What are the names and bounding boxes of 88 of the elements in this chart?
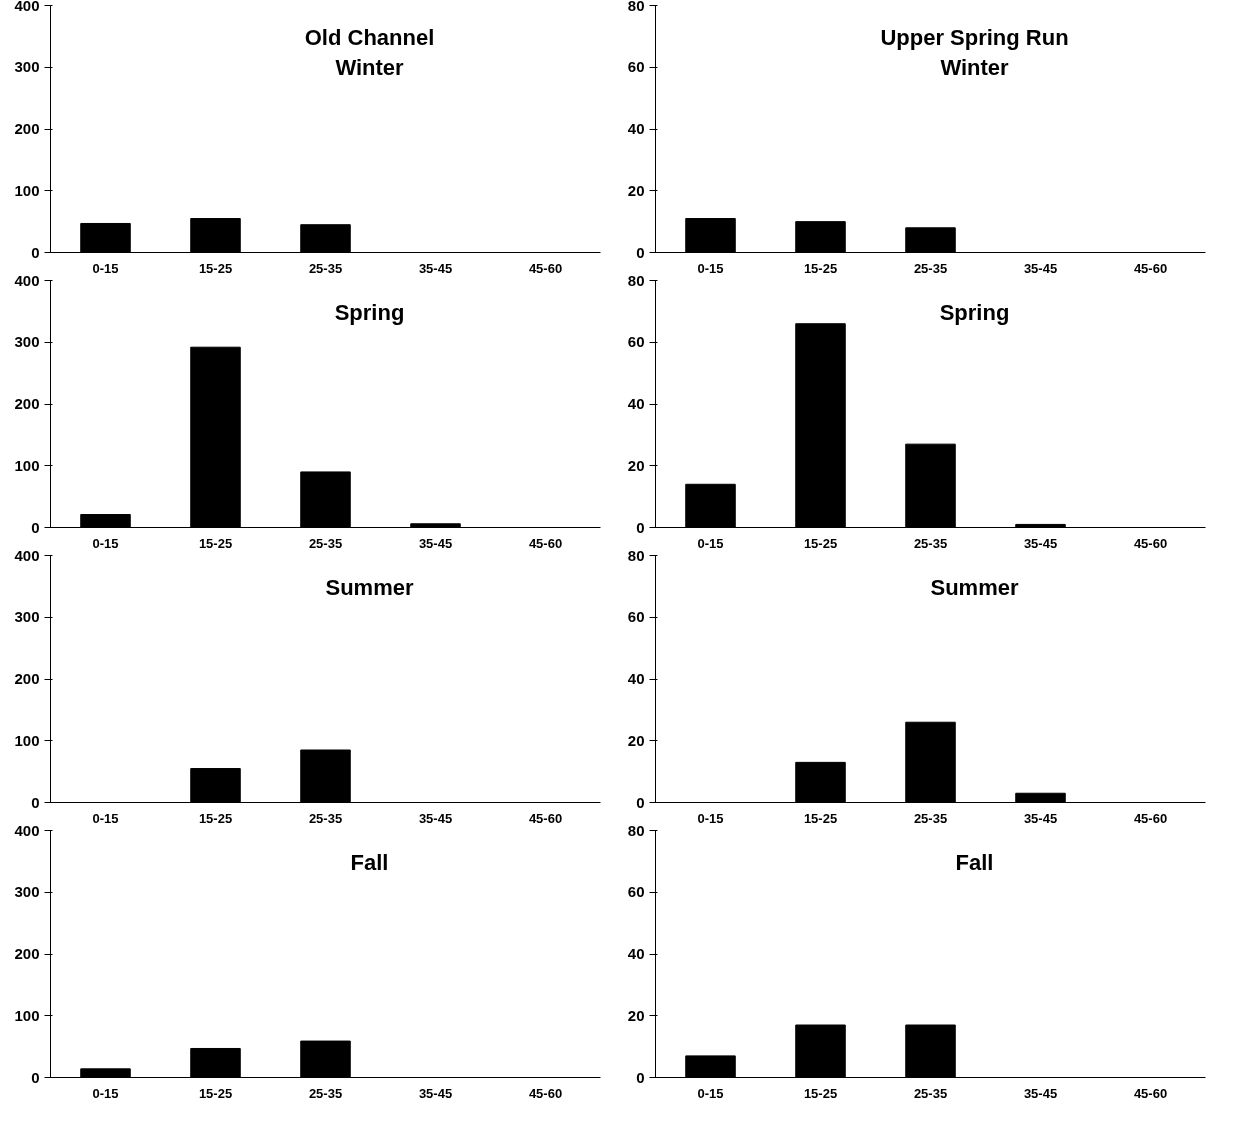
y-tick-label: 0	[31, 518, 40, 536]
y-tick-label: 80	[627, 821, 645, 839]
text: Summer	[930, 575, 1019, 601]
y-tick-label: 80	[627, 0, 645, 14]
x-tick-label: 45-60	[528, 535, 563, 551]
y-tick-label: 80	[627, 271, 645, 289]
y-tick-label: 400	[14, 0, 40, 14]
y-tick-label: 40	[627, 670, 645, 687]
y-tick-label: 100	[14, 181, 40, 199]
x-tick-label: 35-45	[418, 260, 453, 276]
y-tick-label: 40	[627, 395, 645, 412]
text: Upper Spring Run Winter	[880, 25, 1069, 81]
x-tick-label: 35-45	[418, 810, 453, 826]
y-tick-label: 400	[14, 821, 40, 839]
y-tick-label: 300	[14, 58, 40, 76]
y-tick-label: 300	[14, 608, 40, 626]
x-tick-label: 45-60	[1133, 535, 1168, 551]
y-tick-label: 100	[14, 731, 40, 749]
x-tick-label: 0-15	[92, 810, 119, 826]
x-tick-label: 45-60	[528, 810, 563, 826]
x-tick-label: 25-35	[913, 1085, 948, 1101]
x-tick-label: 25-35	[913, 810, 948, 826]
y-tick-label: 40	[627, 120, 645, 137]
x-tick-label: 35-45	[1023, 810, 1058, 826]
y-tick-label: 0	[31, 793, 40, 811]
x-tick-label: 15-25	[198, 810, 233, 826]
y-tick-label: 20	[627, 1006, 645, 1024]
y-tick-label: 60	[627, 333, 645, 351]
y-tick-label: 60	[627, 883, 645, 901]
y-tick-label: 80	[627, 546, 645, 564]
y-tick-label: 40	[627, 945, 645, 962]
text: Fall	[955, 850, 994, 876]
y-tick-label: 400	[14, 546, 40, 564]
x-tick-label: 0-15	[92, 260, 119, 276]
y-tick-label: 0	[31, 243, 40, 261]
x-tick-label: 0-15	[92, 1085, 119, 1101]
x-tick-label: 25-35	[913, 260, 948, 276]
text: Summer	[325, 575, 414, 601]
x-tick-label: 35-45	[418, 535, 453, 551]
y-tick-label: 60	[627, 608, 645, 626]
y-tick-label: 200	[14, 120, 40, 137]
y-tick-label: 100	[14, 456, 40, 474]
text: Spring	[939, 300, 1010, 326]
y-tick-label: 0	[636, 793, 645, 811]
y-tick-label: 0	[636, 518, 645, 536]
x-tick-label: 35-45	[1023, 260, 1058, 276]
y-tick-label: 200	[14, 395, 40, 412]
x-tick-label: 15-25	[803, 260, 838, 276]
y-tick-label: 300	[14, 333, 40, 351]
text: Spring	[334, 300, 405, 326]
x-tick-label: 45-60	[1133, 260, 1168, 276]
y-tick-label: 60	[627, 58, 645, 76]
x-tick-label: 35-45	[1023, 535, 1058, 551]
x-tick-label: 0-15	[92, 535, 119, 551]
x-tick-label: 15-25	[803, 810, 838, 826]
x-tick-label: 45-60	[528, 260, 563, 276]
x-tick-label: 25-35	[308, 535, 343, 551]
x-tick-label: 45-60	[528, 1085, 563, 1101]
x-tick-label: 25-35	[308, 810, 343, 826]
y-tick-label: 200	[14, 670, 40, 687]
x-tick-label: 15-25	[803, 1085, 838, 1101]
y-tick-label: 400	[14, 271, 40, 289]
y-tick-label: 300	[14, 883, 40, 901]
x-tick-label: 35-45	[418, 1085, 453, 1101]
x-tick-label: 45-60	[1133, 1085, 1168, 1101]
y-tick-label: 0	[636, 243, 645, 261]
y-tick-label: 20	[627, 181, 645, 199]
y-tick-label: 200	[14, 945, 40, 962]
text: Fall	[350, 850, 389, 876]
x-tick-label: 25-35	[308, 260, 343, 276]
x-tick-label: 15-25	[198, 260, 233, 276]
x-tick-label: 45-60	[1133, 810, 1168, 826]
x-tick-label: 15-25	[198, 535, 233, 551]
text: Old Channel Winter	[304, 25, 435, 81]
y-tick-label: 20	[627, 731, 645, 749]
x-tick-label: 15-25	[198, 1085, 233, 1101]
y-tick-label: 0	[636, 1068, 645, 1086]
y-tick-label: 20	[627, 456, 645, 474]
x-tick-label: 15-25	[803, 535, 838, 551]
x-tick-label: 0-15	[697, 1085, 724, 1101]
x-tick-label: 35-45	[1023, 1085, 1058, 1101]
y-tick-label: 0	[31, 1068, 40, 1086]
x-tick-label: 0-15	[697, 260, 724, 276]
x-tick-label: 0-15	[697, 810, 724, 826]
x-tick-label: 25-35	[913, 535, 948, 551]
y-tick-label: 100	[14, 1006, 40, 1024]
x-tick-label: 0-15	[697, 535, 724, 551]
x-tick-label: 25-35	[308, 1085, 343, 1101]
